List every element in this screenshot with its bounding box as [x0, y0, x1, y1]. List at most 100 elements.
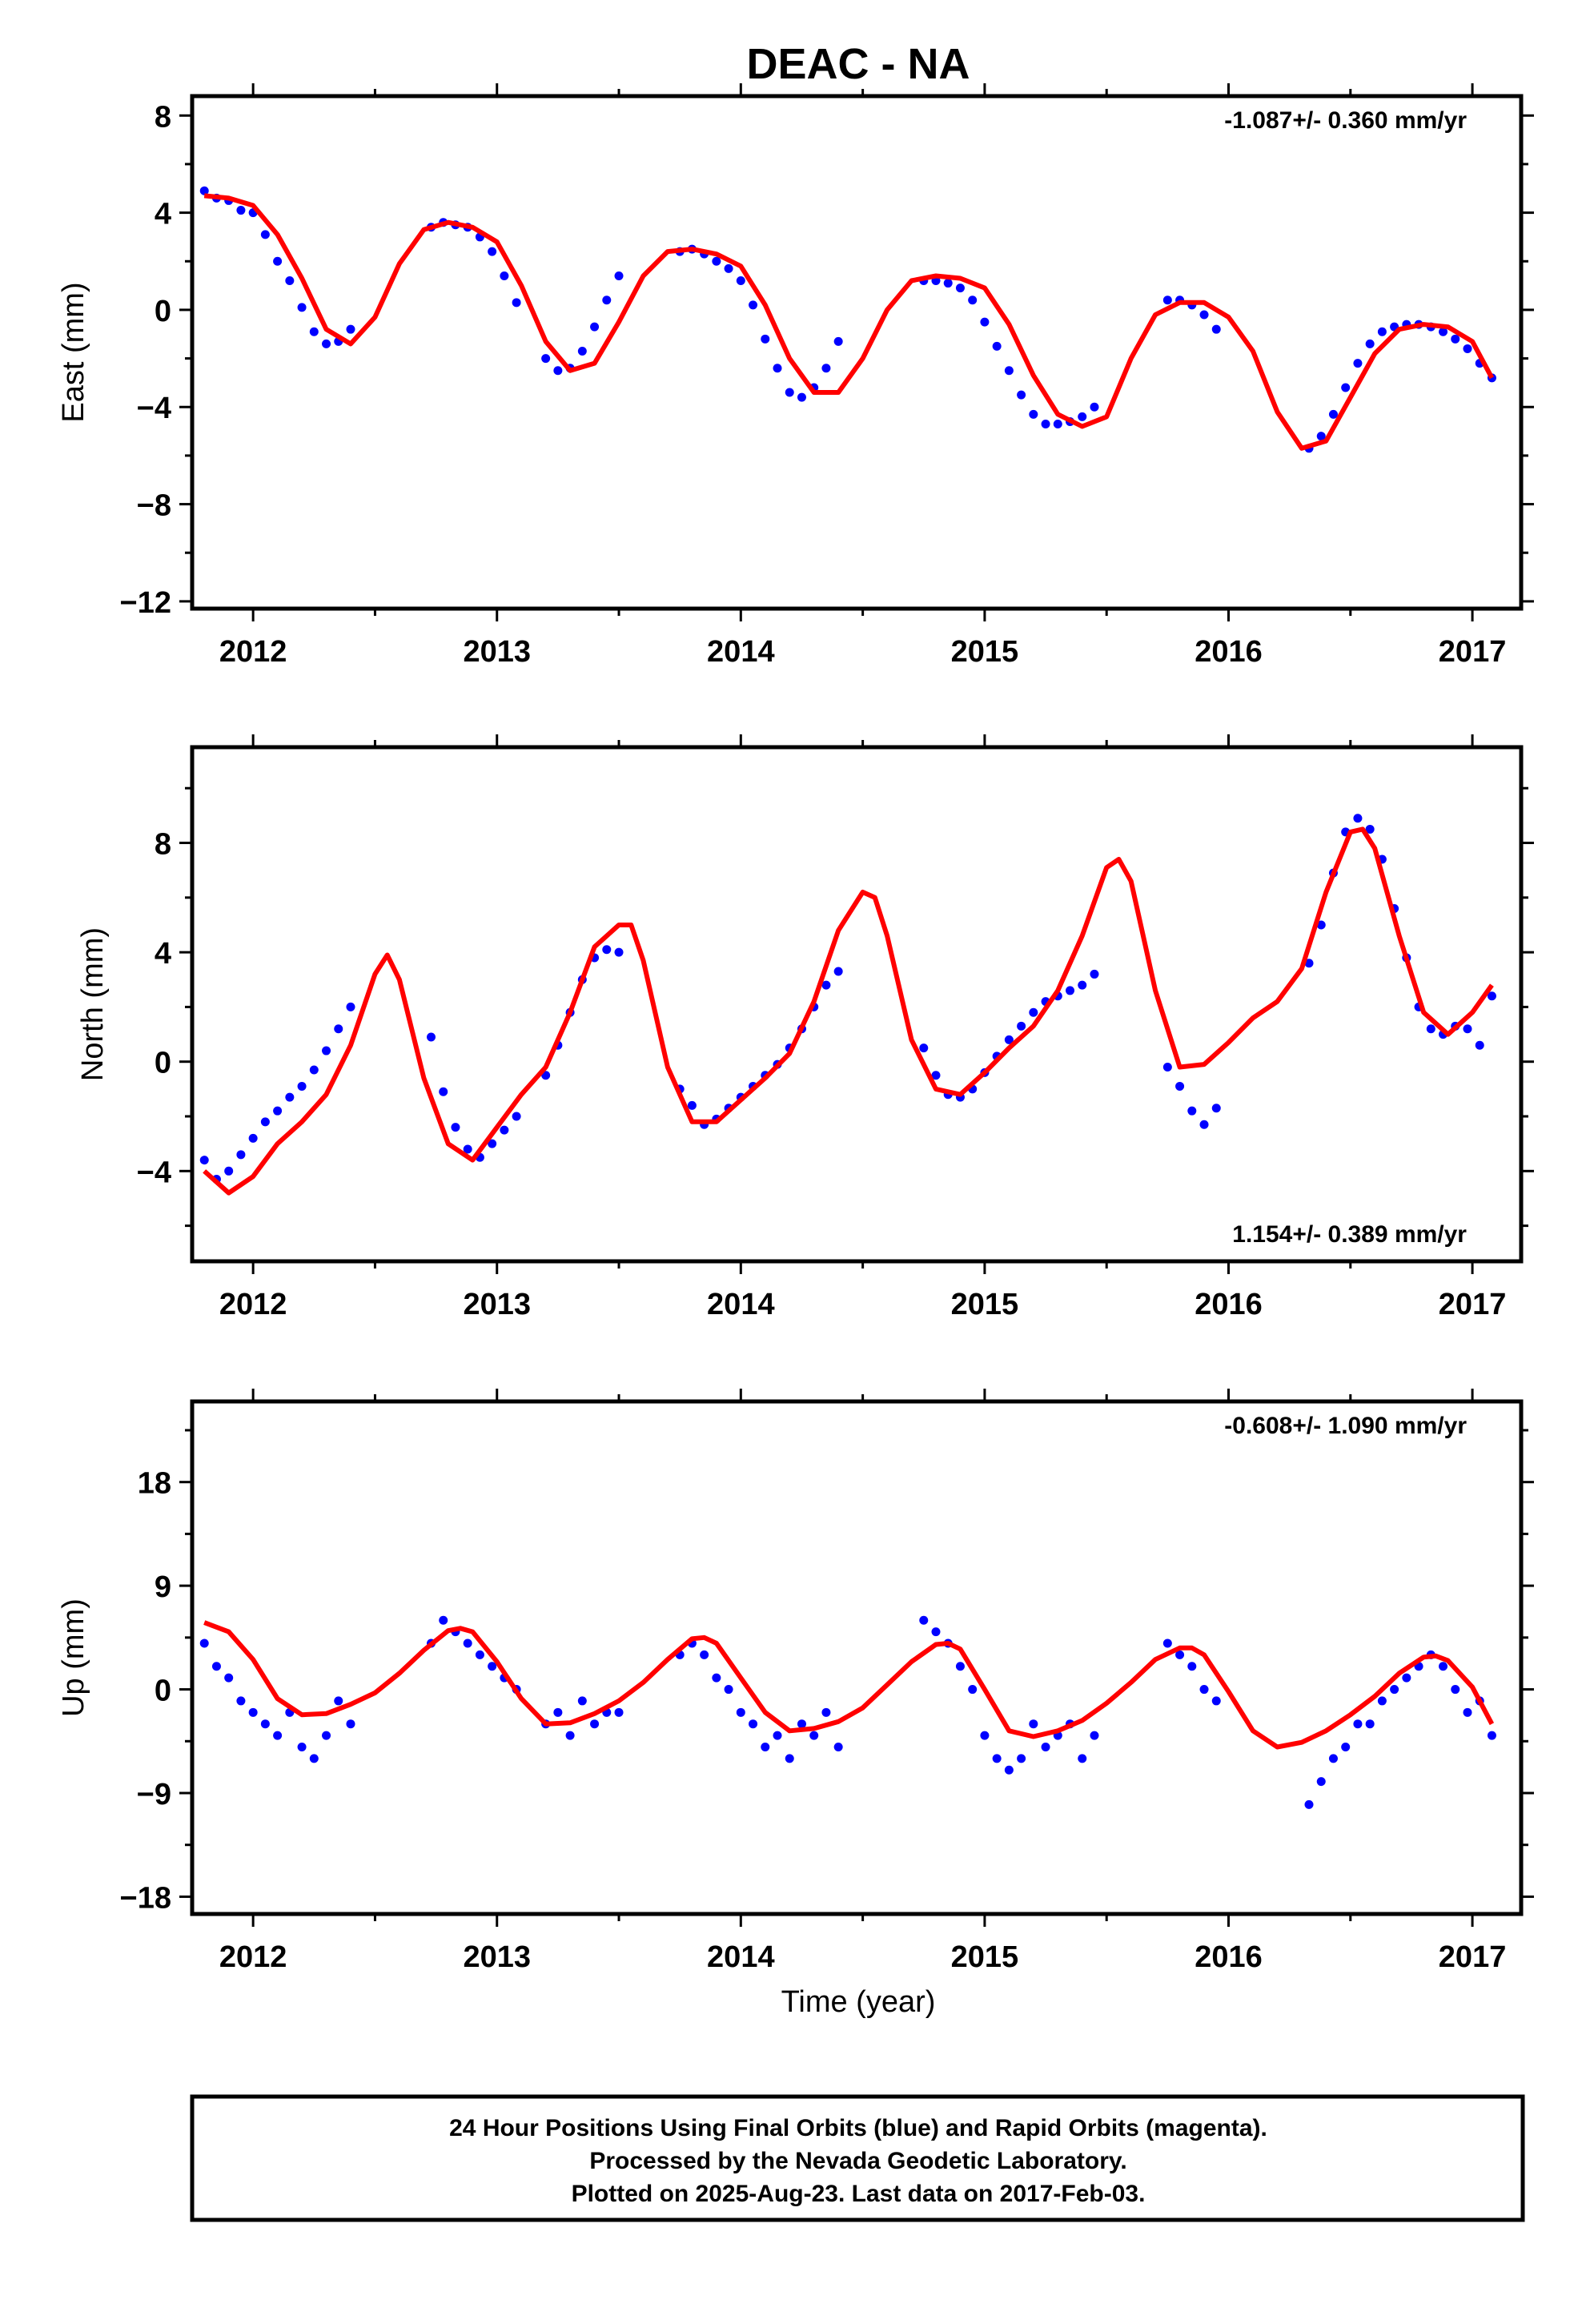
- up-data-point: [773, 1731, 782, 1740]
- up-data-point: [553, 1707, 563, 1717]
- north-data-point: [285, 1092, 295, 1102]
- up-data-point: [1487, 1731, 1496, 1740]
- up-data-point: [1316, 1777, 1326, 1787]
- east-data-point: [488, 247, 497, 256]
- east-data-point: [980, 317, 990, 327]
- east-data-point: [955, 283, 965, 293]
- up-data-point: [475, 1650, 484, 1659]
- north-x-tick-label: 2014: [707, 1288, 775, 1321]
- north-data-point: [1187, 1106, 1197, 1116]
- up-data-point: [785, 1754, 794, 1763]
- east-data-point: [322, 339, 331, 348]
- up-data-point: [1304, 1799, 1314, 1809]
- east-data-point: [309, 327, 319, 336]
- footer-line-2: Processed by the Nevada Geodetic Laborat…: [589, 2148, 1126, 2174]
- north-data-point: [821, 980, 831, 990]
- up-data-point: [322, 1731, 331, 1740]
- up-x-tick-label: 2016: [1195, 1940, 1263, 1974]
- east-data-point: [1090, 402, 1099, 412]
- up-data-point: [809, 1731, 819, 1740]
- up-data-point: [992, 1754, 1002, 1763]
- up-data-point: [1162, 1638, 1172, 1648]
- north-data-point: [1353, 814, 1363, 823]
- east-data-point: [285, 276, 295, 286]
- east-data-point: [1199, 310, 1209, 320]
- east-data-point: [602, 296, 612, 305]
- east-data-point: [1365, 339, 1375, 348]
- north-data-point: [224, 1166, 234, 1176]
- north-data-point: [1004, 1035, 1014, 1044]
- north-data-point: [687, 1100, 697, 1110]
- north-data-point: [833, 967, 843, 976]
- north-fit-curve: [203, 826, 1494, 1196]
- up-frame: [190, 1399, 1524, 1916]
- north-data-point: [199, 1156, 209, 1165]
- north-panel: 2012 2013 2014 2015 2016 2017 −4 0 4 8 North (mm) 1…: [76, 734, 1534, 1321]
- north-data-point: [1175, 1081, 1185, 1091]
- footer-line-1: 24 Hour Positions Using Final Orbits (bl…: [449, 2115, 1267, 2141]
- east-data-point: [1053, 419, 1062, 428]
- north-data-point: [260, 1117, 270, 1127]
- up-data-point: [1004, 1765, 1014, 1775]
- east-data-point: [968, 296, 978, 305]
- up-data-point: [1029, 1719, 1038, 1729]
- east-data-point: [1162, 296, 1172, 305]
- north-data-point: [1365, 824, 1375, 834]
- east-data-point: [1029, 409, 1038, 419]
- north-data-point: [451, 1123, 460, 1132]
- north-frame: [190, 745, 1524, 1264]
- east-data-point: [833, 336, 843, 346]
- up-data-point: [439, 1615, 448, 1625]
- east-data-point: [1451, 334, 1460, 344]
- north-data-point: [1017, 1021, 1026, 1031]
- up-x-tick-label: 2012: [219, 1940, 287, 1974]
- east-panel: 2012 2013 2014 2015 2016 2017 −12 −8 −4 0 4 8 East (…: [57, 83, 1534, 669]
- east-data-point: [1463, 344, 1472, 353]
- east-y-tick-label: −8: [137, 489, 171, 523]
- east-data-point: [761, 334, 770, 344]
- east-data-point: [346, 324, 355, 334]
- up-plot-area: [199, 1615, 1496, 1809]
- north-x-tick-label: 2012: [219, 1288, 287, 1321]
- up-data-point: [821, 1707, 831, 1717]
- up-fit-curve: [203, 1620, 1495, 1750]
- east-data-point: [749, 300, 758, 310]
- up-data-point: [761, 1742, 770, 1751]
- north-data-point: [426, 1032, 436, 1042]
- north-data-point: [334, 1024, 343, 1034]
- east-data-point: [992, 341, 1002, 351]
- up-y-tick-label: 18: [138, 1467, 171, 1501]
- up-data-point: [1463, 1707, 1472, 1717]
- east-data-point: [821, 364, 831, 373]
- up-data-point: [236, 1696, 246, 1706]
- up-data-point: [700, 1650, 709, 1659]
- up-data-point: [260, 1719, 270, 1729]
- up-data-point: [724, 1685, 733, 1695]
- up-data-point: [1451, 1685, 1460, 1695]
- north-data-point: [602, 945, 612, 955]
- up-data-point: [463, 1638, 472, 1648]
- up-data-point: [955, 1662, 965, 1671]
- up-data-point: [565, 1731, 575, 1740]
- north-x-tick-label: 2017: [1439, 1288, 1507, 1321]
- figure-title: DEAC - NA: [747, 40, 970, 88]
- up-data-point: [1199, 1685, 1209, 1695]
- up-y-tick-label: 9: [155, 1570, 171, 1604]
- up-data-point: [919, 1615, 929, 1625]
- north-data-point: [309, 1065, 319, 1075]
- east-data-point: [590, 322, 600, 332]
- east-data-point: [614, 271, 624, 280]
- up-data-point: [749, 1719, 758, 1729]
- up-rate-annotation: -0.608+/- 1.090 mm/yr: [1224, 1413, 1467, 1439]
- north-data-point: [1426, 1024, 1435, 1034]
- north-data-point: [500, 1125, 509, 1135]
- north-data-point: [488, 1139, 497, 1148]
- north-rate-annotation: 1.154+/- 0.389 mm/yr: [1232, 1221, 1467, 1248]
- footer-box: 24 Hour Positions Using Final Orbits (bl…: [190, 2094, 1525, 2222]
- east-data-point: [541, 354, 551, 364]
- east-x-tick-label: 2017: [1439, 635, 1507, 669]
- footer-frame: [190, 2094, 1525, 2222]
- east-data-point: [724, 263, 733, 273]
- east-rate-annotation: -1.087+/- 0.360 mm/yr: [1224, 107, 1467, 134]
